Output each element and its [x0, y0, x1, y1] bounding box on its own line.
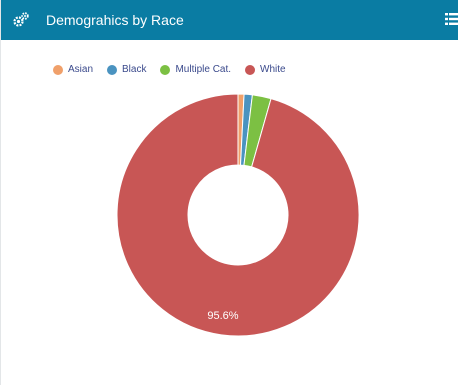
legend-item-asian[interactable]: Asian	[53, 64, 93, 75]
legend-swatch	[107, 64, 118, 75]
legend-item-black[interactable]: Black	[107, 64, 146, 75]
cogs-icon	[13, 12, 29, 27]
legend-label: Multiple Cat.	[175, 64, 232, 75]
legend-label: White	[260, 64, 286, 75]
legend-item-multiple-cat[interactable]: Multiple Cat.	[160, 64, 231, 75]
legend-label: Black	[122, 64, 147, 75]
slice-white[interactable]	[116, 93, 360, 337]
legend-swatch	[53, 64, 63, 75]
widget-header: Demograhics by Race	[1, 0, 458, 40]
legend-item-white[interactable]: White	[245, 64, 286, 75]
legend-swatch	[160, 64, 171, 75]
slice-data-label: 95.6%	[207, 310, 238, 322]
chart-legend: Asian Black Multiple Cat. White	[53, 64, 300, 75]
list-menu-icon[interactable]	[445, 12, 458, 26]
legend-label: Asian	[68, 64, 94, 75]
legend-swatch	[245, 64, 256, 75]
widget-title: Demograhics by Race	[46, 12, 184, 28]
